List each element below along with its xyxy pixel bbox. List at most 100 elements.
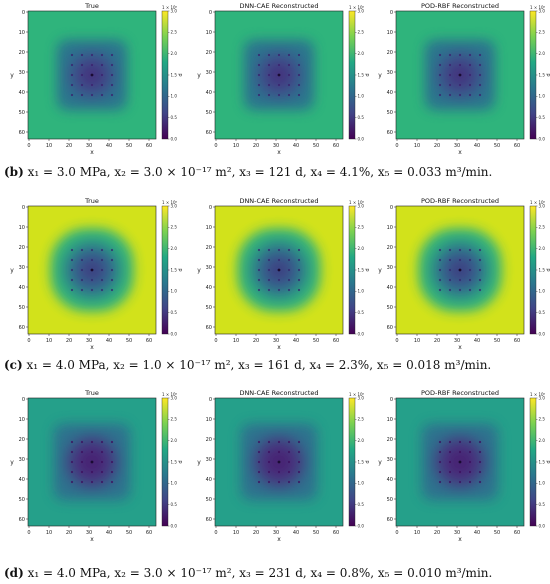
- x-tick-label: 30: [454, 338, 460, 344]
- y-tick-label: 10: [206, 417, 212, 423]
- x-tick-label: 30: [86, 530, 92, 536]
- panel-title: POD-RBF Reconstructed: [420, 389, 500, 397]
- y-tick-label: 30: [206, 265, 212, 271]
- colorbar-tick-label: 2.0: [358, 246, 365, 251]
- y-tick-label: 0: [390, 10, 393, 16]
- x-tick-label: 40: [293, 143, 299, 149]
- colorbar-tick-label: 2.5: [171, 417, 178, 422]
- colorbar-multiplier: 1 × 10⁶: [162, 392, 178, 397]
- heatmap-plot: 0 10 20 30 40 50 60 0 10 20 30 40 50 60 x y 1 × 10⁶ 0.0 0.…: [10, 5, 183, 156]
- colorbar-label: p: [177, 73, 183, 76]
- y-axis-label: y: [197, 267, 201, 274]
- colorbar-multiplier: 1 × 10⁶: [162, 200, 178, 205]
- colorbar-tick-label: 0.5: [539, 502, 546, 507]
- y-tick-label: 60: [206, 517, 212, 523]
- y-tick-label: 50: [206, 305, 212, 311]
- x-tick-label: 50: [494, 530, 500, 536]
- x-tick-label: 40: [106, 338, 112, 344]
- x-tick-label: 0: [27, 338, 30, 344]
- colorbar: [529, 205, 537, 335]
- x-tick-label: 30: [86, 143, 92, 149]
- panel-title: POD-RBF Reconstructed: [420, 197, 500, 205]
- colorbar-tick-label: 0.0: [171, 523, 178, 528]
- colorbar-tick-label: 2.0: [358, 51, 365, 56]
- y-tick-label: 40: [387, 90, 393, 96]
- x-tick-label: 50: [126, 530, 132, 536]
- y-tick-label: 50: [19, 305, 25, 311]
- heatmap-plot: 0 10 20 30 40 50 60 0 10 20 30 40 50 60 x y 1 × 10⁶ 0.0 0.…: [10, 200, 183, 351]
- colorbar-multiplier: 1 × 10⁶: [530, 392, 546, 397]
- x-tick-label: 20: [66, 143, 72, 149]
- colorbar-tick-label: 3.0: [171, 203, 178, 208]
- y-tick-label: 0: [22, 397, 25, 403]
- colorbar-label: p: [545, 268, 550, 271]
- colorbar-tick-label: 1.0: [539, 94, 546, 99]
- y-tick-label: 30: [19, 265, 25, 271]
- caption-text: x₁ = 4.0 MPa, x₂ = 3.0 × 10⁻¹⁷ m², x₃ = …: [27, 566, 493, 580]
- x-tick-label: 60: [333, 338, 339, 344]
- x-axis-label: x: [277, 149, 281, 156]
- heatmap-panel: DNN-CAE Reconstructed 0 10 20 30 40 50 60 0 10 20 3…: [193, 2, 371, 164]
- colorbar-tick-label: 1.0: [171, 94, 178, 99]
- colorbar-tick-label: 0.5: [171, 502, 178, 507]
- colorbar-tick-label: 2.0: [171, 438, 178, 443]
- colorbar-tick-label: 3.0: [171, 395, 178, 400]
- x-tick-label: 20: [253, 338, 259, 344]
- panel-title: True: [85, 197, 99, 205]
- y-tick-label: 10: [206, 30, 212, 36]
- colorbar-tick-label: 2.0: [358, 438, 365, 443]
- x-tick-label: 60: [514, 338, 520, 344]
- x-tick-label: 20: [434, 338, 440, 344]
- colorbar-tick-label: 2.5: [539, 30, 546, 35]
- heatmap-panel: POD-RBF Reconstructed 0 10 20 30 40 50 60 0 10 20 3…: [374, 197, 550, 359]
- colorbar-tick-label: 1.5: [171, 267, 178, 272]
- colorbar-label: p: [364, 73, 370, 76]
- colorbar-multiplier: 1 × 10⁶: [349, 200, 365, 205]
- colorbar-label: p: [177, 268, 183, 271]
- y-tick-label: 10: [387, 30, 393, 36]
- x-tick-label: 30: [454, 143, 460, 149]
- heatmap-panel: POD-RBF Reconstructed 0 10 20 30 40 50 60 0 10 20 3…: [374, 389, 550, 551]
- x-tick-label: 50: [126, 143, 132, 149]
- colorbar-tick-label: 1.0: [358, 481, 365, 486]
- colorbar-tick-label: 2.0: [539, 51, 546, 56]
- colorbar: [348, 205, 356, 335]
- colorbar-multiplier: 1 × 10⁶: [530, 200, 546, 205]
- y-tick-label: 60: [19, 130, 25, 136]
- x-tick-label: 30: [86, 338, 92, 344]
- x-tick-label: 30: [273, 530, 279, 536]
- colorbar-tick-label: 0.5: [358, 310, 365, 315]
- y-tick-label: 60: [206, 325, 212, 331]
- colorbar-tick-label: 1.0: [539, 481, 546, 486]
- figure-caption: (c) x₁ = 4.0 MPa, x₂ = 1.0 × 10⁻¹⁷ m², x…: [4, 358, 491, 372]
- colorbar: [348, 397, 356, 527]
- x-tick-label: 40: [293, 338, 299, 344]
- figure-caption: (d) x₁ = 4.0 MPa, x₂ = 3.0 × 10⁻¹⁷ m², x…: [4, 566, 492, 580]
- colorbar-tick-label: 3.0: [358, 395, 365, 400]
- y-tick-label: 60: [19, 325, 25, 331]
- y-tick-label: 50: [387, 305, 393, 311]
- caption-label: (d): [4, 566, 24, 580]
- x-tick-label: 50: [313, 338, 319, 344]
- x-tick-label: 50: [126, 338, 132, 344]
- colorbar-tick-label: 0.5: [358, 115, 365, 120]
- x-tick-label: 10: [233, 143, 239, 149]
- colorbar-tick-label: 0.5: [539, 115, 546, 120]
- x-tick-label: 20: [66, 530, 72, 536]
- y-tick-label: 40: [19, 477, 25, 483]
- y-tick-label: 50: [206, 497, 212, 503]
- x-tick-label: 60: [146, 143, 152, 149]
- y-tick-label: 0: [390, 397, 393, 403]
- x-tick-label: 0: [395, 143, 398, 149]
- colorbar-tick-label: 3.0: [539, 203, 546, 208]
- panel-title: DNN-CAE Reconstructed: [239, 389, 319, 397]
- colorbar-tick-label: 1.5: [171, 459, 178, 464]
- heatmap-plot: 0 10 20 30 40 50 60 0 10 20 30 40 50 60 x y 1 × 10⁶ 0.0 0.…: [378, 200, 550, 351]
- x-tick-label: 60: [514, 530, 520, 536]
- colorbar-tick-label: 0.0: [171, 136, 178, 141]
- y-tick-label: 50: [19, 497, 25, 503]
- caption-text: x₁ = 3.0 MPa, x₂ = 3.0 × 10⁻¹⁷ m², x₃ = …: [27, 165, 493, 179]
- x-tick-label: 20: [253, 530, 259, 536]
- colorbar-tick-label: 1.0: [171, 481, 178, 486]
- colorbar: [161, 10, 169, 140]
